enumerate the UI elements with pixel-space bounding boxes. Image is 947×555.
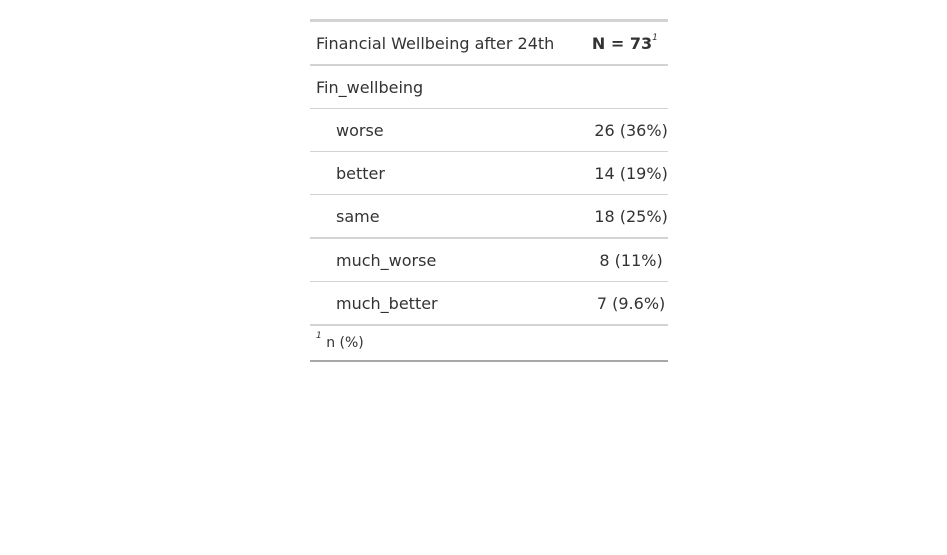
variable-row: Fin_wellbeing <box>310 65 668 109</box>
footnote-mark: 1 <box>316 331 322 341</box>
table-row: much_worse 8 (11%) <box>310 238 668 282</box>
row-value: 18 (25%) <box>554 194 668 239</box>
table-header-row: Financial Wellbeing after 24th N = 731 <box>310 19 668 66</box>
header-n: N = 731 <box>554 19 668 66</box>
table-row: much_better 7 (9.6%) <box>310 281 668 326</box>
row-label: better <box>310 151 555 195</box>
row-value: 14 (19%) <box>554 151 668 195</box>
row-label: much_worse <box>310 238 555 282</box>
footnote-row: 1 n (%) <box>310 325 668 362</box>
summary-table-container: Financial Wellbeing after 24th N = 731 F… <box>310 19 668 362</box>
table-row: same 18 (25%) <box>310 194 668 239</box>
variable-label: Fin_wellbeing <box>310 65 668 109</box>
row-label: much_better <box>310 281 555 326</box>
row-label: same <box>310 194 555 239</box>
row-value: 7 (9.6%) <box>554 281 668 326</box>
footnote-text: n (%) <box>326 335 364 351</box>
header-characteristic: Financial Wellbeing after 24th <box>310 19 555 66</box>
header-footnote-mark: 1 <box>652 32 658 43</box>
footnote: 1 n (%) <box>310 325 668 362</box>
header-n-label: N = 73 <box>591 33 653 53</box>
table-row: better 14 (19%) <box>310 151 668 195</box>
row-label: worse <box>310 108 555 152</box>
summary-table: Financial Wellbeing after 24th N = 731 F… <box>310 19 668 362</box>
row-value: 8 (11%) <box>554 238 668 282</box>
row-value: 26 (36%) <box>554 108 668 152</box>
table-row: worse 26 (36%) <box>310 108 668 152</box>
